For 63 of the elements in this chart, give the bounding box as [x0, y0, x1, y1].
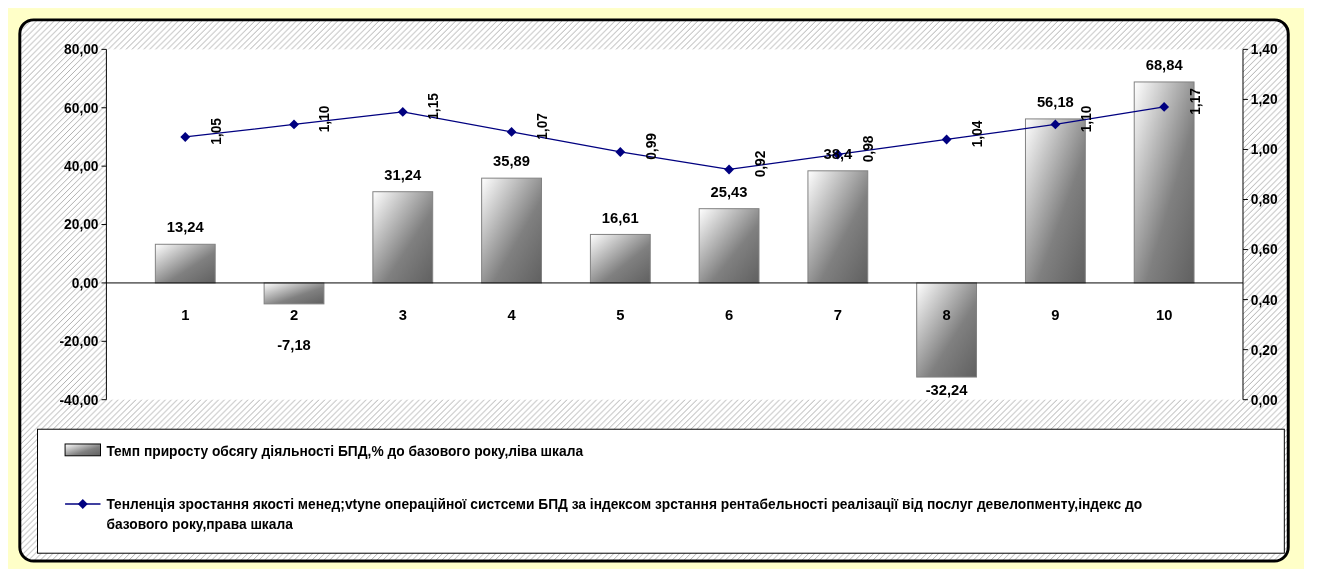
bar — [481, 177, 542, 284]
y2-tick-label: 0,40 — [1250, 292, 1278, 308]
point — [1159, 102, 1170, 112]
x-tick-label: 2 — [289, 307, 299, 324]
bar — [698, 208, 760, 284]
y2-tick-label: 0,00 — [1250, 392, 1278, 408]
data-label: 1,10 — [1078, 105, 1094, 133]
data-label: 25,43 — [710, 183, 748, 200]
x-tick-label: 10 — [1155, 307, 1173, 324]
x-tick-label: 8 — [942, 307, 951, 324]
data-label: 68,84 — [1145, 57, 1184, 74]
legend-label: Тенленція зростання якості менед;vtyne операційної систсеми БПД за індексом зрстання рентабельності реалізації від послуг девелопменту,індекс до базового року,права шкала — [106, 496, 1143, 532]
bar — [263, 282, 325, 305]
data-label: -32,24 — [925, 381, 969, 398]
data-label: 31,24 — [384, 166, 423, 183]
y-tick-label: 60,00 — [64, 100, 99, 116]
point — [180, 132, 191, 142]
point — [506, 127, 517, 137]
x-tick-label: 6 — [724, 307, 734, 324]
y2-tick-label: 0,60 — [1250, 242, 1278, 258]
x-tick-label: 4 — [507, 307, 517, 324]
data-label: 0,98 — [861, 135, 877, 163]
data-label: 0,99 — [643, 132, 659, 160]
point — [941, 134, 952, 145]
y2-tick-label: 1,00 — [1250, 142, 1278, 158]
x-tick-label: 1 — [181, 307, 190, 324]
data-label: 1,10 — [317, 105, 333, 133]
data-label: 1,07 — [534, 112, 550, 140]
y-tick-label: 80,00 — [64, 42, 99, 58]
bar — [807, 170, 869, 284]
data-label: 0,92 — [752, 150, 768, 178]
x-tick-label: 3 — [398, 307, 407, 324]
data-label: 1,04 — [970, 120, 986, 148]
point — [397, 107, 408, 117]
x-tick-label: 9 — [1051, 307, 1060, 324]
point — [289, 119, 299, 130]
legend-label: Темп приросту обсягу діяльності БПД,% до базового року,ліва шкала — [106, 443, 584, 459]
x-tick-label: 7 — [833, 307, 842, 324]
y2-tick-label: 0,20 — [1250, 342, 1278, 358]
x-tick-label: 5 — [616, 307, 625, 324]
bar — [372, 191, 434, 284]
point — [1050, 119, 1061, 130]
data-label: 16,61 — [601, 209, 639, 226]
y-tick-label: -40,00 — [59, 392, 99, 408]
y2-tick-label: 1,20 — [1250, 92, 1278, 108]
data-label: 13,24 — [166, 219, 205, 236]
y2-tick-label: 1,40 — [1250, 42, 1278, 58]
y-tick-label: -20,00 — [59, 334, 99, 350]
y2-tick-label: 0,80 — [1250, 192, 1278, 208]
y-tick-label: 0,00 — [71, 275, 99, 291]
data-label: 1,17 — [1187, 87, 1203, 115]
data-label: 1,15 — [426, 92, 442, 120]
point — [615, 147, 626, 157]
data-label: -7,18 — [277, 336, 311, 353]
data-label: 1,05 — [208, 117, 224, 145]
bar — [916, 282, 978, 378]
data-label: 35,89 — [493, 153, 531, 170]
bar — [589, 233, 651, 284]
y-tick-label: 20,00 — [64, 217, 99, 233]
data-label: 56,18 — [1036, 94, 1074, 111]
point — [724, 164, 734, 175]
y-tick-label: 40,00 — [64, 159, 99, 175]
bar — [154, 243, 216, 284]
